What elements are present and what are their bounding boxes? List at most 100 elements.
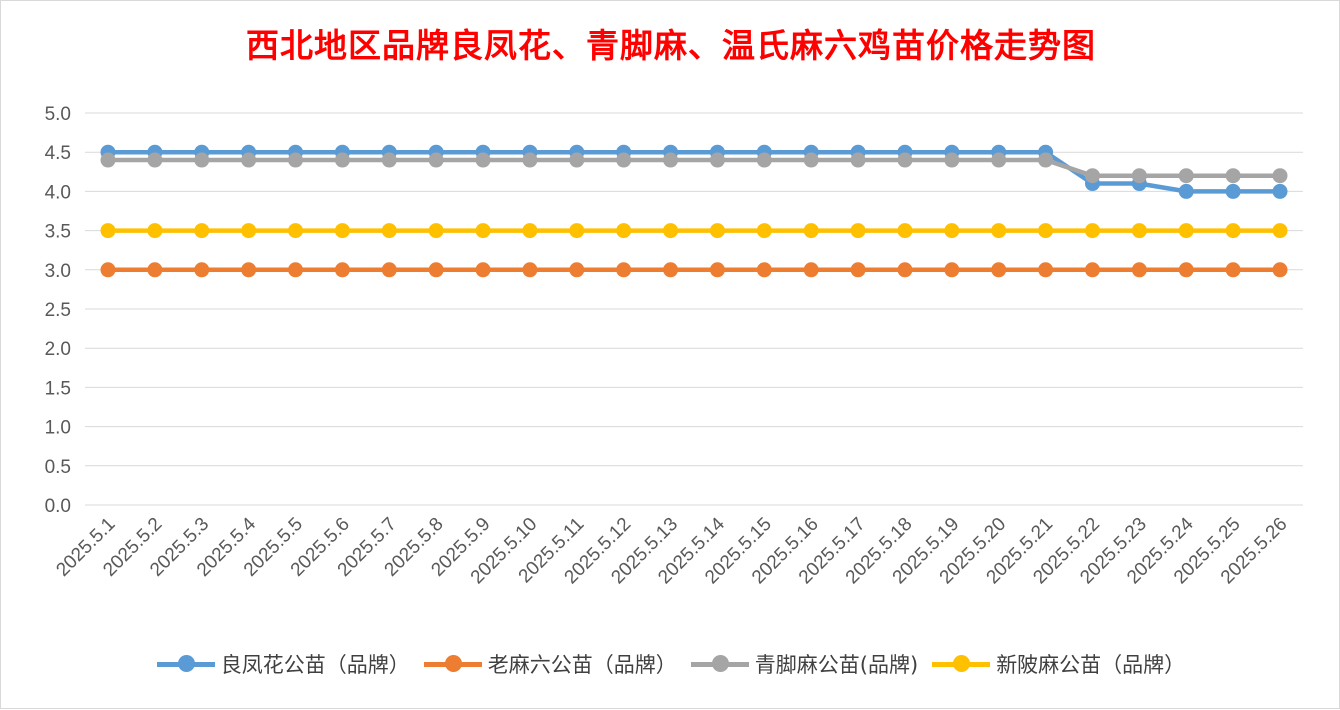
y-tick-label: 1.0	[45, 418, 71, 439]
data-point	[756, 262, 772, 278]
data-point	[1038, 262, 1054, 278]
data-point	[897, 223, 913, 239]
data-point	[1178, 262, 1194, 278]
data-point	[334, 223, 350, 239]
data-point	[569, 223, 585, 239]
data-point	[475, 262, 491, 278]
data-point	[1272, 183, 1288, 199]
data-point	[1225, 262, 1241, 278]
data-point	[100, 223, 116, 239]
data-point	[147, 262, 163, 278]
data-point	[616, 152, 632, 168]
data-point	[194, 152, 210, 168]
y-tick-label: 3.5	[45, 222, 71, 243]
legend-item: 老麻六公苗（品牌）	[423, 649, 677, 679]
data-point	[1084, 168, 1100, 184]
data-point	[381, 223, 397, 239]
legend-item: 新陂麻公苗（品牌）	[932, 649, 1185, 679]
data-point	[944, 262, 960, 278]
y-tick-label: 4.5	[45, 143, 71, 164]
data-point	[1272, 168, 1288, 184]
data-point	[194, 223, 210, 239]
data-point	[334, 152, 350, 168]
data-point	[1084, 262, 1100, 278]
data-point	[522, 223, 538, 239]
data-point	[334, 262, 350, 278]
data-point	[428, 152, 444, 168]
data-point	[1225, 168, 1241, 184]
y-tick-label: 3.0	[45, 261, 71, 282]
data-point	[1178, 223, 1194, 239]
data-point	[522, 152, 538, 168]
data-point	[1225, 223, 1241, 239]
legend-label: 老麻六公苗（品牌）	[487, 653, 677, 677]
data-point	[803, 152, 819, 168]
data-point	[100, 152, 116, 168]
legend-label: 良凤花公苗（品牌）	[220, 653, 410, 677]
data-point	[288, 223, 304, 239]
data-point	[1178, 168, 1194, 184]
data-point	[897, 152, 913, 168]
data-point	[850, 223, 866, 239]
data-point	[147, 152, 163, 168]
data-point	[803, 262, 819, 278]
legend-label: 青脚麻公苗(品牌)	[754, 653, 919, 677]
data-point	[1272, 223, 1288, 239]
data-point	[100, 262, 116, 278]
data-point	[991, 262, 1007, 278]
data-point	[1272, 262, 1288, 278]
legend-item: 良凤花公苗（品牌）	[156, 649, 410, 679]
data-point	[241, 262, 257, 278]
data-point	[1225, 183, 1241, 199]
legend-swatch	[932, 654, 991, 674]
y-tick-label: 0.0	[45, 496, 71, 517]
data-point	[241, 223, 257, 239]
legend: 良凤花公苗（品牌） 老麻六公苗（品牌） 青脚麻公苗(品牌) 新陂麻公苗（品牌）	[1, 646, 1340, 682]
data-point	[756, 223, 772, 239]
data-point	[709, 262, 725, 278]
data-point	[897, 262, 913, 278]
data-point	[1131, 168, 1147, 184]
data-point	[756, 152, 772, 168]
data-point	[522, 262, 538, 278]
legend-swatch	[156, 654, 215, 674]
series-line	[108, 157, 1280, 178]
data-point	[428, 223, 444, 239]
data-point	[241, 152, 257, 168]
data-point	[1038, 223, 1054, 239]
data-point	[428, 262, 444, 278]
data-point	[616, 223, 632, 239]
data-point	[944, 152, 960, 168]
y-tick-label: 2.0	[45, 339, 71, 360]
data-point	[850, 262, 866, 278]
legend-label: 新陂麻公苗（品牌）	[996, 653, 1186, 677]
legend-swatch	[423, 654, 482, 674]
data-point	[1084, 223, 1100, 239]
data-point	[1178, 183, 1194, 199]
data-point	[663, 152, 679, 168]
data-point	[1131, 223, 1147, 239]
data-point	[944, 223, 960, 239]
data-point	[194, 262, 210, 278]
data-point	[616, 262, 632, 278]
data-point	[569, 152, 585, 168]
data-point	[850, 152, 866, 168]
y-tick-label: 5.0	[45, 104, 71, 125]
data-point	[803, 223, 819, 239]
series-line	[108, 149, 1280, 194]
legend-swatch	[690, 654, 749, 674]
data-point	[288, 152, 304, 168]
y-tick-label: 2.5	[45, 300, 71, 321]
data-point	[991, 223, 1007, 239]
data-point	[663, 262, 679, 278]
y-tick-label: 4.0	[45, 182, 71, 203]
data-point	[709, 152, 725, 168]
y-tick-label: 0.5	[45, 457, 71, 478]
data-point	[147, 223, 163, 239]
data-point	[475, 223, 491, 239]
chart-title: 西北地区品牌良凤花、青脚麻、温氏麻六鸡苗价格走势图	[246, 26, 1096, 65]
data-point	[1131, 262, 1147, 278]
y-tick-label: 1.5	[45, 378, 71, 399]
